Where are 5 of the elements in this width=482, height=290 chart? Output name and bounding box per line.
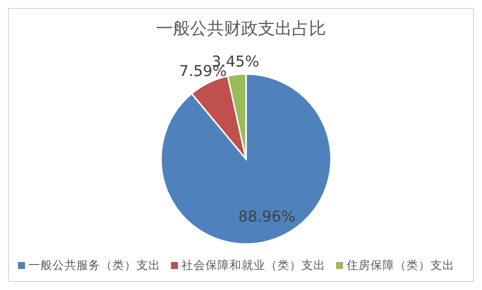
legend-label: 一般公共服务（类）支出 (28, 258, 160, 272)
chart-title: 一般公共财政支出占比 (155, 18, 327, 40)
legend-label: 社会保障和就业（类）支出 (182, 258, 326, 272)
legend-label: 住房保障（类）支出 (346, 258, 454, 272)
data-label: 88.96% (238, 208, 296, 226)
